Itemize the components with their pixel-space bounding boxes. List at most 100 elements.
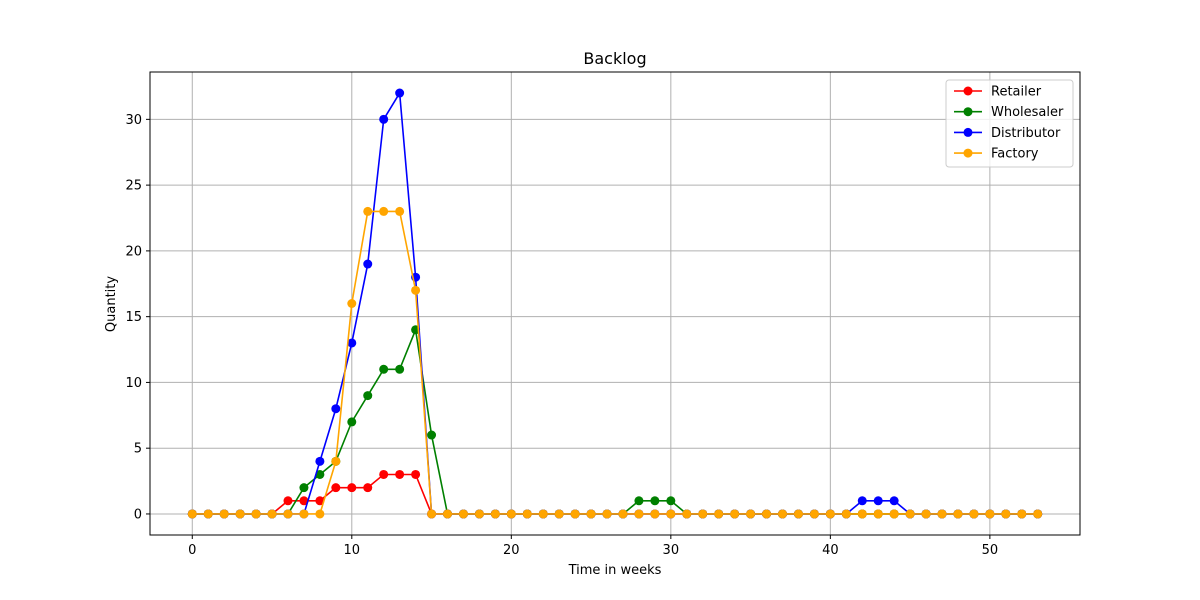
data-point-factory (235, 509, 245, 519)
data-point-wholesaler (634, 496, 644, 506)
data-point-factory (554, 509, 564, 519)
data-point-factory (395, 206, 405, 216)
data-point-wholesaler (650, 496, 660, 506)
legend-marker (963, 148, 973, 158)
data-point-retailer (315, 496, 325, 506)
data-point-factory (506, 509, 516, 519)
x-tick-label: 50 (982, 543, 999, 558)
data-point-factory (1017, 509, 1027, 519)
data-point-factory (203, 509, 213, 519)
data-point-wholesaler (395, 364, 405, 374)
series-factory (187, 206, 1043, 519)
data-point-factory (570, 509, 580, 519)
legend-label: Wholesaler (991, 105, 1064, 120)
legend-label: Distributor (991, 126, 1061, 141)
legend-item-retailer: Retailer (954, 85, 1042, 100)
data-point-wholesaler (379, 364, 389, 374)
y-tick-label: 0 (134, 507, 142, 522)
data-point-factory (427, 509, 437, 519)
data-point-wholesaler (315, 469, 325, 479)
x-tick-label: 30 (663, 543, 680, 558)
data-point-factory (777, 509, 787, 519)
data-point-factory (251, 509, 261, 519)
y-tick-label: 10 (125, 376, 142, 391)
data-point-factory (698, 509, 708, 519)
data-point-factory (650, 509, 660, 519)
data-point-factory (714, 509, 724, 519)
data-point-factory (762, 509, 772, 519)
data-point-factory (634, 509, 644, 519)
data-point-factory (889, 509, 899, 519)
data-point-factory (363, 206, 373, 216)
ticks: 0 10 20 30 40 50 0 5 10 15 20 25 30 (125, 113, 998, 558)
data-point-retailer (379, 469, 389, 479)
data-point-distributor (363, 259, 373, 269)
data-point-factory (458, 509, 468, 519)
data-point-factory (682, 509, 692, 519)
legend: Retailer Wholesaler Distributor Factory (945, 79, 1074, 168)
data-point-factory (331, 456, 341, 466)
series-layer (187, 88, 1043, 519)
legend-marker (963, 86, 973, 96)
data-point-distributor (347, 338, 357, 348)
data-point-factory (969, 509, 979, 519)
data-point-factory (490, 509, 500, 519)
data-point-distributor (873, 496, 883, 506)
data-point-factory (299, 509, 309, 519)
y-axis-label: Quantity (104, 276, 119, 332)
data-point-wholesaler (347, 417, 357, 427)
data-point-factory (538, 509, 548, 519)
y-tick-label: 30 (125, 113, 142, 128)
data-point-factory (873, 509, 883, 519)
data-point-wholesaler (299, 483, 309, 493)
data-point-retailer (299, 496, 309, 506)
data-point-factory (793, 509, 803, 519)
data-point-factory (921, 509, 931, 519)
data-point-factory (315, 509, 325, 519)
data-point-wholesaler (666, 496, 676, 506)
data-point-factory (602, 509, 612, 519)
y-tick-label: 15 (125, 310, 142, 325)
data-point-factory (522, 509, 532, 519)
data-point-factory (746, 509, 756, 519)
data-point-factory (666, 509, 676, 519)
data-point-factory (730, 509, 740, 519)
x-tick-label: 0 (188, 543, 196, 558)
y-tick-label: 20 (125, 244, 142, 259)
data-point-factory (809, 509, 819, 519)
x-tick-label: 20 (503, 543, 520, 558)
legend-item-wholesaler: Wholesaler (954, 105, 1064, 120)
data-point-factory (379, 206, 389, 216)
x-tick-label: 40 (822, 543, 839, 558)
data-point-distributor (395, 88, 405, 98)
data-point-distributor (889, 496, 899, 506)
chart-title: Backlog (583, 49, 646, 68)
data-point-retailer (363, 483, 373, 493)
data-point-factory (953, 509, 963, 519)
plot-frame (149, 71, 1081, 536)
data-point-factory (283, 509, 293, 519)
data-point-distributor (315, 456, 325, 466)
legend-item-distributor: Distributor (954, 126, 1061, 141)
data-point-factory (474, 509, 484, 519)
legend-marker (963, 107, 973, 117)
data-point-factory (905, 509, 915, 519)
y-tick-label: 5 (134, 442, 142, 457)
x-axis-label: Time in weeks (568, 563, 662, 578)
data-point-distributor (857, 496, 867, 506)
data-point-factory (937, 509, 947, 519)
legend-label: Factory (991, 147, 1039, 162)
data-point-distributor (379, 114, 389, 124)
y-tick-label: 25 (125, 179, 142, 194)
legend-marker (963, 127, 973, 137)
data-point-retailer (411, 469, 421, 479)
data-point-wholesaler (427, 430, 437, 440)
legend-box (945, 79, 1074, 168)
data-point-factory (857, 509, 867, 519)
data-point-factory (825, 509, 835, 519)
data-point-retailer (395, 469, 405, 479)
data-point-factory (219, 509, 229, 519)
data-point-distributor (331, 404, 341, 414)
data-point-factory (347, 299, 357, 308)
